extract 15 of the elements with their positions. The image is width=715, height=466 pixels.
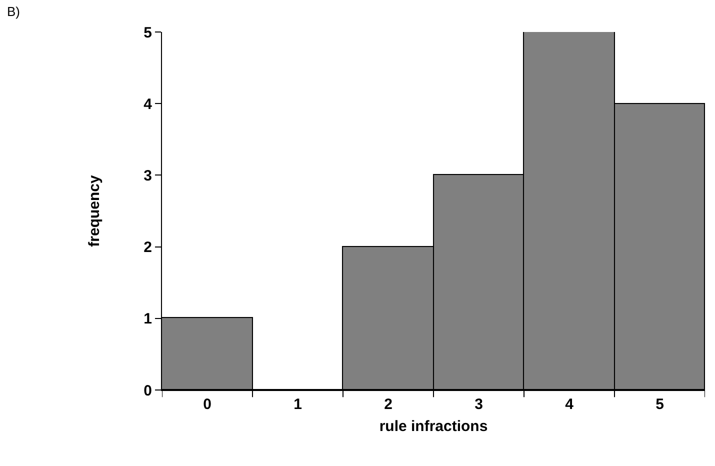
y-tick-label: 5	[144, 24, 152, 42]
y-tick-label: 3	[144, 167, 152, 184]
x-tick-label: 4	[565, 396, 574, 413]
x-tick-label: 2	[384, 396, 392, 413]
y-tick-label: 0	[144, 382, 152, 400]
y-tick-label: 4	[144, 96, 153, 113]
x-tick-label: 0	[203, 396, 212, 413]
y-axis-title: frequency	[86, 174, 103, 247]
x-tick-label: 1	[294, 396, 302, 413]
x-axis-title: rule infractions	[379, 418, 488, 435]
x-tick-label: 3	[474, 396, 483, 413]
text: B)	[7, 4, 20, 19]
x-tick-label: 5	[656, 396, 664, 413]
y-tick-label: 1	[144, 310, 152, 328]
y-tick-label: 2	[144, 239, 152, 256]
